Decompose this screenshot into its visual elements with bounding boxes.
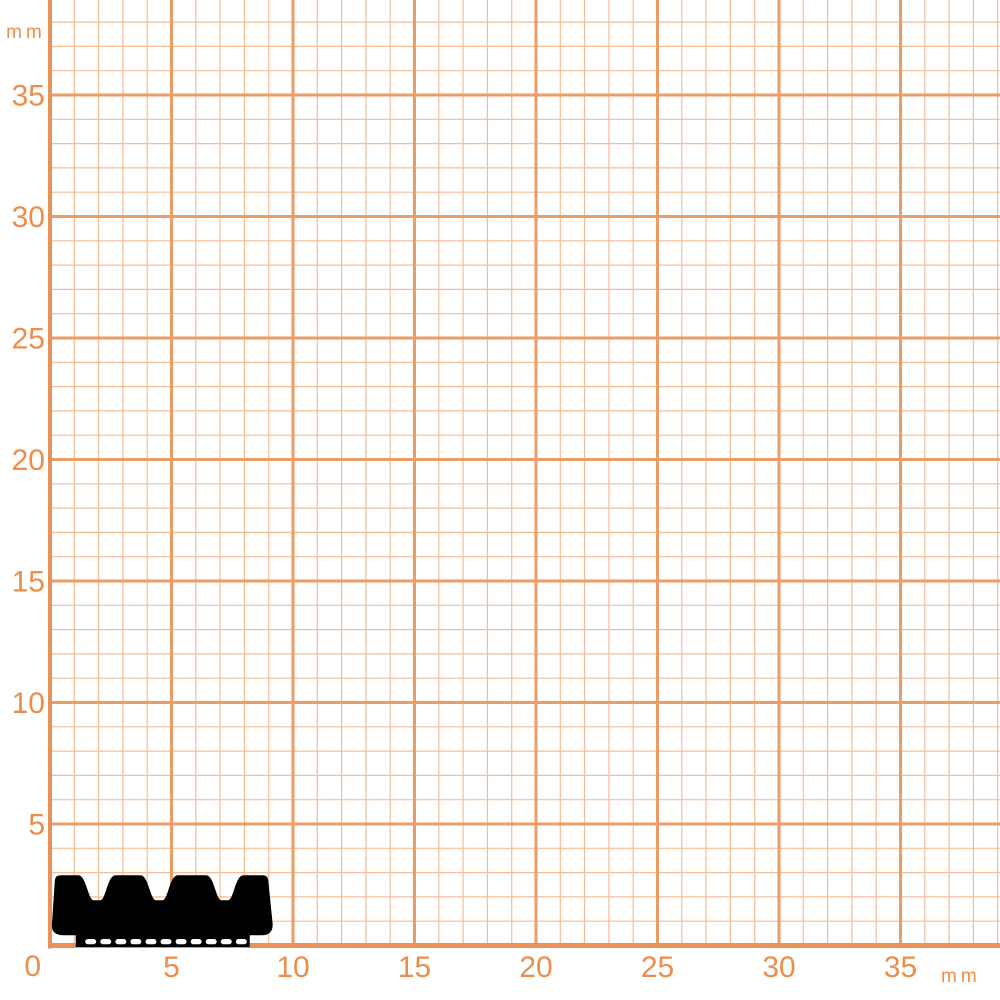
adhesive-dash — [85, 938, 97, 945]
adhesive-dash — [190, 938, 202, 945]
adhesive-dash — [100, 938, 112, 945]
x-tick-label-25: 25 — [641, 951, 674, 984]
y-tick-label-15: 15 — [12, 566, 45, 599]
adhesive-dash — [175, 938, 187, 945]
adhesive-dash — [220, 938, 232, 945]
x-tick-label-20: 20 — [519, 951, 552, 984]
y-tick-label-5: 5 — [28, 809, 45, 842]
x-tick-label-35: 35 — [884, 951, 917, 984]
adhesive-dash — [115, 938, 127, 945]
adhesive-dash — [235, 938, 247, 945]
x-tick-label-15: 15 — [398, 951, 431, 984]
seal-profile-shape — [51, 875, 273, 947]
y-axis-unit-label: mm — [6, 22, 46, 43]
x-tick-label-30: 30 — [762, 951, 795, 984]
x-axis-unit-label: mm — [941, 966, 981, 987]
y-tick-label-20: 20 — [12, 444, 45, 477]
x-tick-label-10: 10 — [276, 951, 309, 984]
y-tick-label-10: 10 — [12, 687, 45, 720]
seal-profile-outline — [51, 875, 273, 947]
adhesive-dash — [130, 938, 142, 945]
tick-labels: 5 10 15 20 25 30 35 5 10 15 20 25 30 35 — [12, 80, 918, 985]
adhesive-dash — [145, 938, 157, 945]
y-tick-label-25: 25 — [12, 323, 45, 356]
adhesive-dash — [160, 938, 172, 945]
y-tick-label-30: 30 — [12, 201, 45, 234]
x-tick-label-5: 5 — [163, 951, 180, 984]
major-gridlines — [50, 0, 1000, 946]
y-tick-label-35: 35 — [12, 80, 45, 113]
origin-tick-label: 0 — [24, 950, 41, 983]
minor-gridlines — [50, 0, 1000, 946]
adhesive-dash — [205, 938, 217, 945]
